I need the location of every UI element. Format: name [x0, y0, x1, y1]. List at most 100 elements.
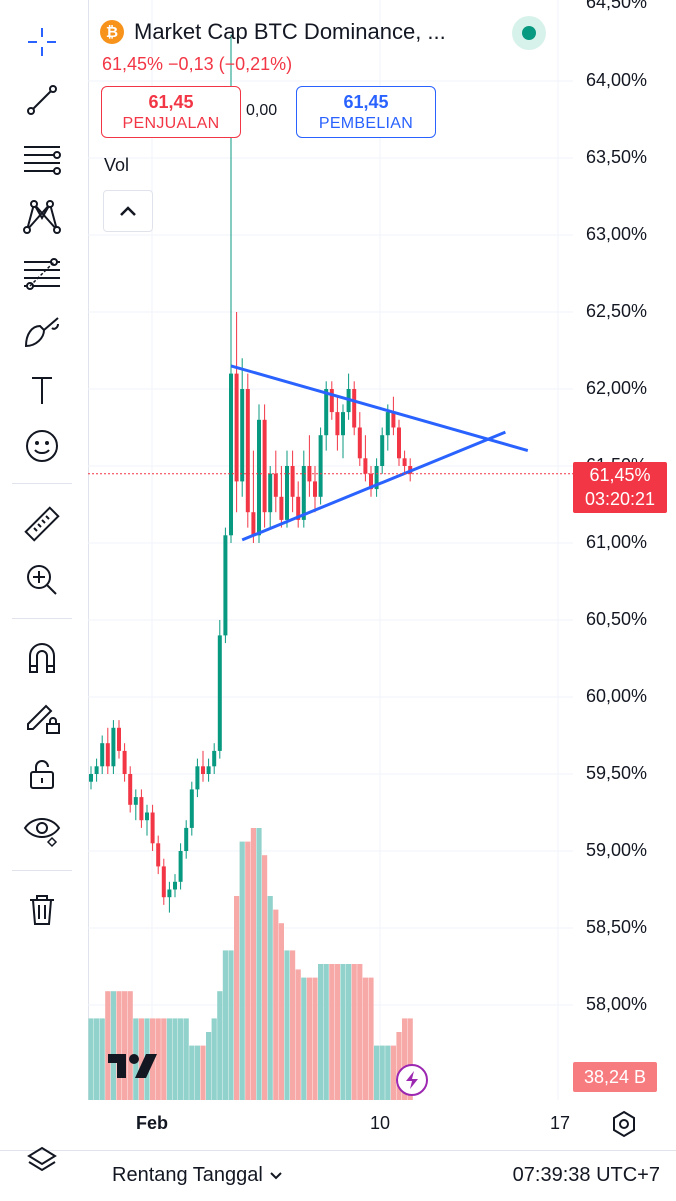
- flash-icon[interactable]: [396, 1064, 428, 1096]
- candle-body: [195, 766, 200, 790]
- volume-bar: [390, 1045, 396, 1100]
- candle-body: [397, 427, 401, 459]
- volume-bar: [217, 991, 223, 1100]
- volume-bar: [273, 909, 279, 1100]
- volume-bar: [172, 1018, 178, 1100]
- triangle-trendlines[interactable]: [230, 364, 529, 542]
- volume-bar: [323, 964, 329, 1100]
- brush-icon[interactable]: [18, 308, 66, 356]
- candle-body: [279, 496, 284, 520]
- candle-body: [391, 412, 396, 428]
- time-tick: 10: [370, 1113, 391, 1133]
- magnet-icon[interactable]: [18, 634, 66, 682]
- bitcoin-icon: ₿: [100, 20, 124, 44]
- volume-bar: [357, 964, 363, 1100]
- volume-bar: [161, 1018, 167, 1100]
- candle-body: [240, 389, 245, 482]
- drawing-toolbar: [0, 0, 84, 1150]
- volume-bar: [189, 1045, 195, 1100]
- candle-body: [89, 774, 93, 782]
- volume-indicator-label: Vol: [104, 155, 130, 175]
- price-tick: 64,00%: [586, 70, 648, 90]
- candle-body: [150, 812, 155, 844]
- candle-body: [167, 889, 172, 898]
- candle-body: [206, 766, 211, 774]
- time-tick: Feb: [136, 1113, 169, 1133]
- candle-body: [94, 766, 99, 774]
- chevron-down-icon: [270, 1171, 282, 1179]
- candle-body: [257, 419, 261, 536]
- sell-button[interactable]: 61,45 PENJUALAN: [101, 86, 241, 138]
- emoji-icon[interactable]: [18, 422, 66, 470]
- volume-bar: [122, 991, 128, 1100]
- trash-icon[interactable]: [18, 886, 66, 934]
- volume-bar: [105, 991, 111, 1100]
- candle-body: [100, 743, 105, 767]
- price-tick: 62,00%: [586, 378, 648, 398]
- volume-bar: [374, 1045, 380, 1100]
- volume-bar: [256, 828, 262, 1100]
- symbol-title[interactable]: Market Cap BTC Dominance, ...: [134, 19, 446, 44]
- price-tick: 61,00%: [586, 532, 648, 552]
- candle-body: [223, 535, 228, 636]
- price-tick: 60,50%: [586, 609, 648, 629]
- unlock-icon[interactable]: [18, 750, 66, 798]
- volume-bar: [334, 964, 340, 1100]
- volume-bar: [290, 950, 296, 1100]
- sell-value: 61,45: [148, 92, 194, 112]
- candle-body: [189, 789, 194, 828]
- candle-countdown: 03:20:21: [584, 489, 656, 509]
- grid: [88, 0, 573, 1100]
- volume-bar: [312, 977, 318, 1100]
- trend-line-icon[interactable]: [18, 76, 66, 124]
- eye-icon[interactable]: [18, 806, 66, 854]
- volume-bar: [262, 855, 268, 1100]
- sell-label: PENJUALAN: [122, 115, 220, 132]
- candle-body: [296, 496, 301, 520]
- candle-body: [117, 727, 121, 751]
- volume-bar: [155, 1018, 161, 1100]
- candle-body: [402, 458, 407, 466]
- volume-bar: [222, 950, 228, 1100]
- trendline[interactable]: [230, 364, 529, 453]
- volume-bar: [88, 1018, 94, 1100]
- date-range-label: Rentang Tanggal: [112, 1164, 263, 1186]
- crosshair-icon[interactable]: [18, 18, 66, 66]
- pattern-icon[interactable]: [18, 192, 66, 240]
- ruler-icon[interactable]: [18, 500, 66, 548]
- candle-body: [341, 412, 345, 436]
- candle-body: [363, 458, 368, 474]
- price-change: 61,45% −0,13 (−0,21%): [102, 54, 293, 74]
- layers-icon[interactable]: [26, 1142, 58, 1178]
- volume-bar: [267, 896, 273, 1100]
- volume-bar: [239, 841, 245, 1100]
- price-chart[interactable]: [88, 0, 573, 1100]
- fib-icon[interactable]: [18, 250, 66, 298]
- price-tick: 58,50%: [586, 917, 648, 937]
- buy-button[interactable]: 61,45 PEMBELIAN: [296, 86, 436, 138]
- zoom-icon[interactable]: [18, 556, 66, 604]
- price-tick: 59,50%: [586, 763, 648, 783]
- candle-body: [217, 635, 222, 751]
- collapse-indicators-button[interactable]: [103, 190, 153, 232]
- volume-bar: [329, 964, 335, 1100]
- volume-bar: [183, 1018, 189, 1100]
- candle-body: [173, 881, 177, 890]
- candle-body: [178, 851, 183, 882]
- text-icon[interactable]: [18, 366, 66, 414]
- date-range-button[interactable]: Rentang Tanggal: [112, 1164, 283, 1187]
- candle-body: [128, 774, 133, 805]
- market-status-icon[interactable]: [512, 16, 546, 50]
- timezone-clock[interactable]: 07:39:38 UTC+7: [512, 1164, 660, 1186]
- volume-bar: [228, 950, 234, 1100]
- horizontal-lines-icon[interactable]: [18, 134, 66, 182]
- price-tick: 60,00%: [586, 686, 648, 706]
- volume-bar: [407, 1018, 413, 1100]
- volume-bar: [206, 1032, 212, 1100]
- trendline[interactable]: [241, 430, 506, 542]
- candle-body: [229, 373, 233, 536]
- volume-bar: [234, 896, 240, 1100]
- candle-body: [329, 389, 334, 413]
- lock-drawing-icon[interactable]: [18, 692, 66, 740]
- settings-gear-icon[interactable]: [610, 1110, 638, 1138]
